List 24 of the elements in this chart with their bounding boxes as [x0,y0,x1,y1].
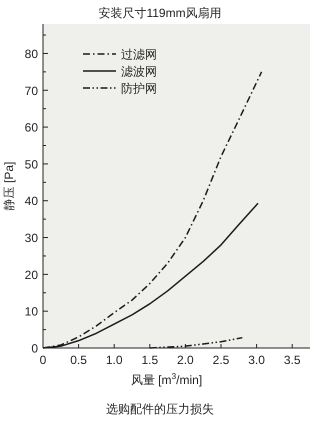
x-axis-title: 风量 [m$^{3}$/min] [130,371,202,387]
legend-label: 过滤网 [121,48,157,62]
y-axis-title: 静压 [Pa] [2,162,16,210]
y-tick-label: 80 [24,46,38,61]
y-tick-label: 30 [24,231,38,246]
y-tick-label: 0 [31,342,38,356]
x-tick-label: 2.0 [177,353,194,367]
x-tick-label: 3.5 [284,353,301,367]
text: 选购配件的压力损失 [106,402,214,416]
legend-label: 防护网 [121,82,157,96]
y-tick-label: 70 [24,84,38,98]
x-tick-label: 2.5 [212,353,230,367]
y-tick-label: 60 [24,120,38,135]
legend-label: 滤波网 [121,64,157,78]
x-tick-label: 1.0 [106,353,123,367]
x-tick-label: 1.5 [141,353,158,367]
x-tick-label: 3.0 [248,353,266,367]
y-tick-label: 20 [24,268,38,282]
y-tick-label: 50 [24,157,38,172]
y-tick-label: 40 [24,194,38,208]
chart-title: 安装尺寸119mm风扇用 [98,6,222,20]
y-tick-label: 10 [24,304,38,319]
x-tick-label: 0 [40,353,47,367]
x-tick-label: 0.5 [70,353,88,367]
